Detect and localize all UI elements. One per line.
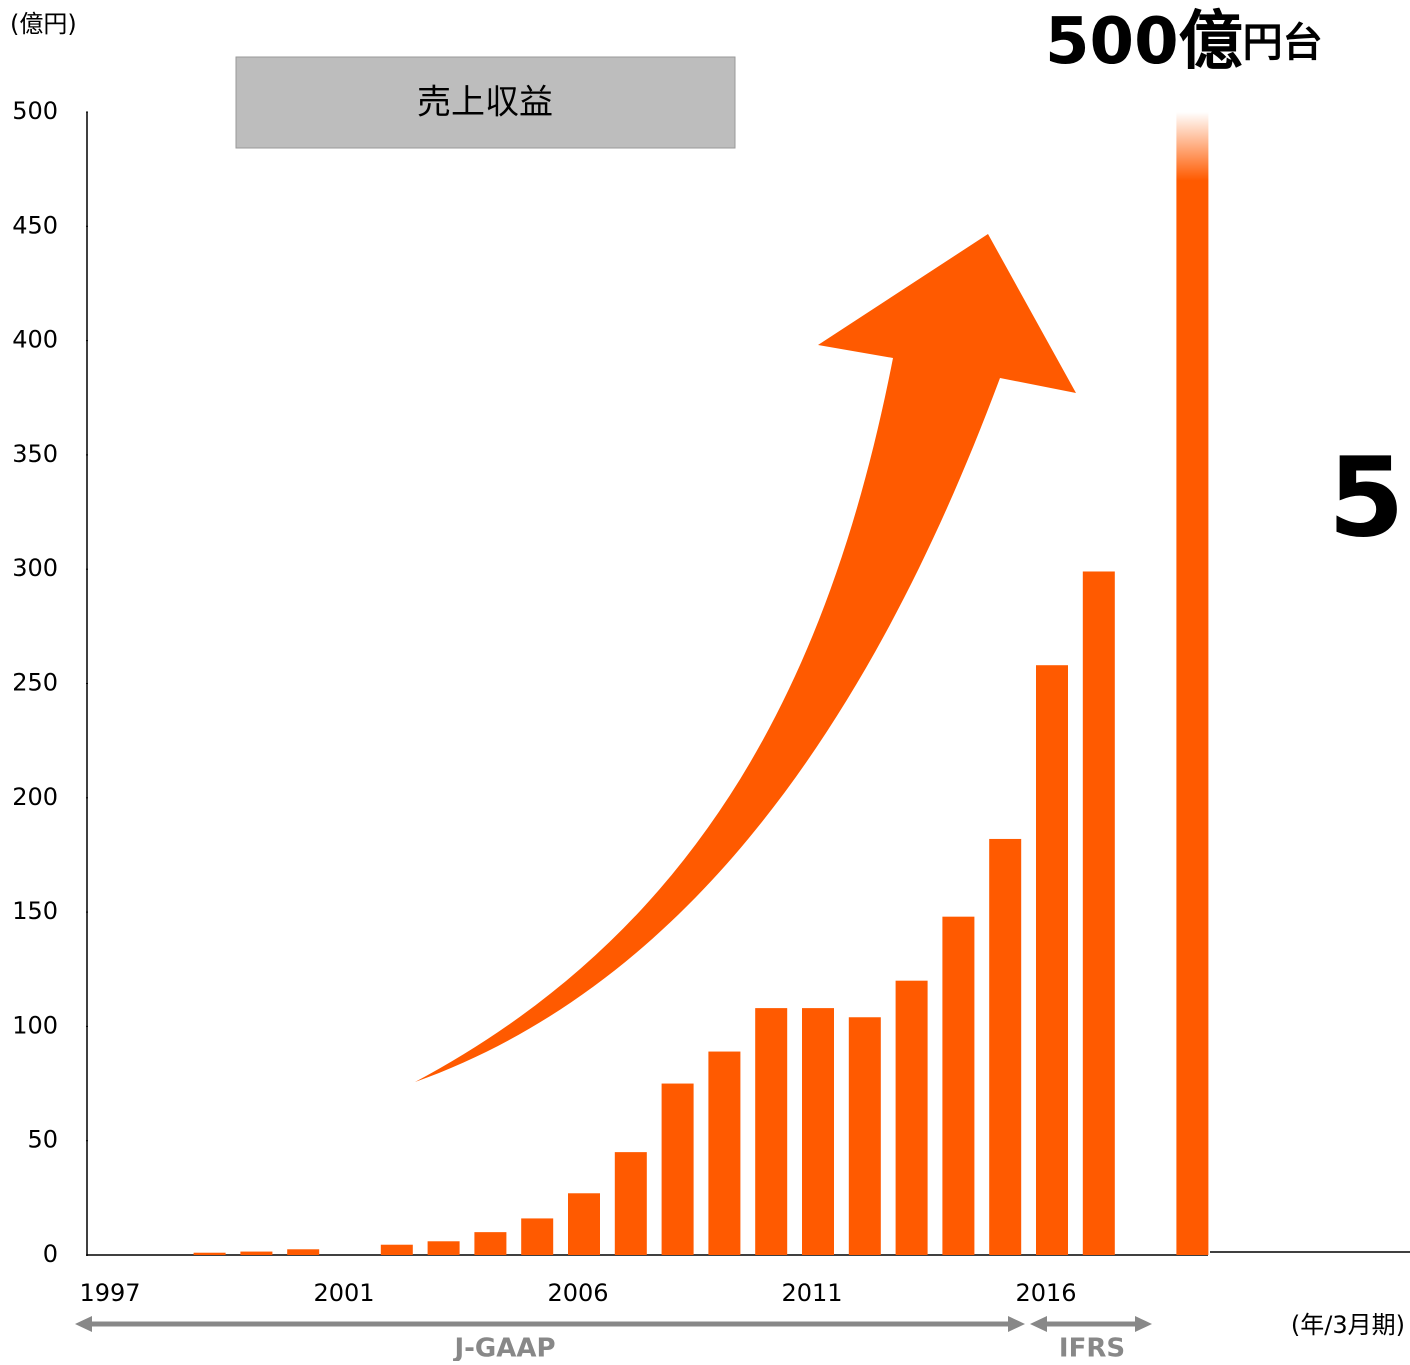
bar [895, 980, 928, 1255]
y-tick-label: 500 [12, 97, 58, 125]
y-tick-label: 400 [12, 326, 58, 354]
y-tick-label: 50 [27, 1126, 58, 1154]
bar [474, 1232, 507, 1255]
bar [708, 1051, 741, 1255]
y-tick-label: 150 [12, 897, 58, 925]
growth-arrow [415, 234, 1076, 1082]
y-tick-label: 200 [12, 783, 58, 811]
x-tick-label: 2011 [781, 1279, 842, 1307]
bar [1082, 571, 1115, 1255]
x-unit-label: (年/3月期) [1291, 1311, 1405, 1339]
x-tick-label: 2006 [547, 1279, 608, 1307]
bar [427, 1241, 460, 1255]
bar [661, 1083, 694, 1255]
y-tick-label: 100 [12, 1011, 58, 1039]
y-tick-label: 300 [12, 554, 58, 582]
unit-label: (億円) [10, 10, 77, 38]
bar [521, 1218, 554, 1255]
y-tick-label: 0 [43, 1240, 58, 1268]
bar [755, 1008, 788, 1255]
headline: 500億円台 [1045, 5, 1323, 79]
x-tick-label: 2016 [1015, 1279, 1076, 1307]
bar [193, 1252, 226, 1255]
x-tick-label: 1997 [79, 1279, 140, 1307]
bar [1036, 665, 1068, 1255]
y-tick-label: 250 [12, 669, 58, 697]
bar [802, 1008, 834, 1255]
bar [614, 1152, 647, 1255]
bar [848, 1017, 881, 1255]
x-tick-label: 2001 [313, 1279, 374, 1307]
y-tick-label: 450 [12, 211, 58, 239]
y-tick-label: 350 [12, 440, 58, 468]
bar [568, 1193, 600, 1255]
period-arrows [75, 1316, 1152, 1332]
period-label: J-GAAP [452, 1334, 555, 1362]
period-label: IFRS [1059, 1334, 1125, 1362]
bar [1176, 112, 1209, 1255]
bar [240, 1251, 273, 1255]
bar [942, 916, 975, 1255]
side-text: 5 [1328, 433, 1405, 561]
bar [989, 838, 1022, 1255]
chart-title: 売上収益 [417, 83, 553, 123]
bar [287, 1249, 320, 1255]
title-box [235, 56, 736, 149]
bar [380, 1244, 413, 1255]
